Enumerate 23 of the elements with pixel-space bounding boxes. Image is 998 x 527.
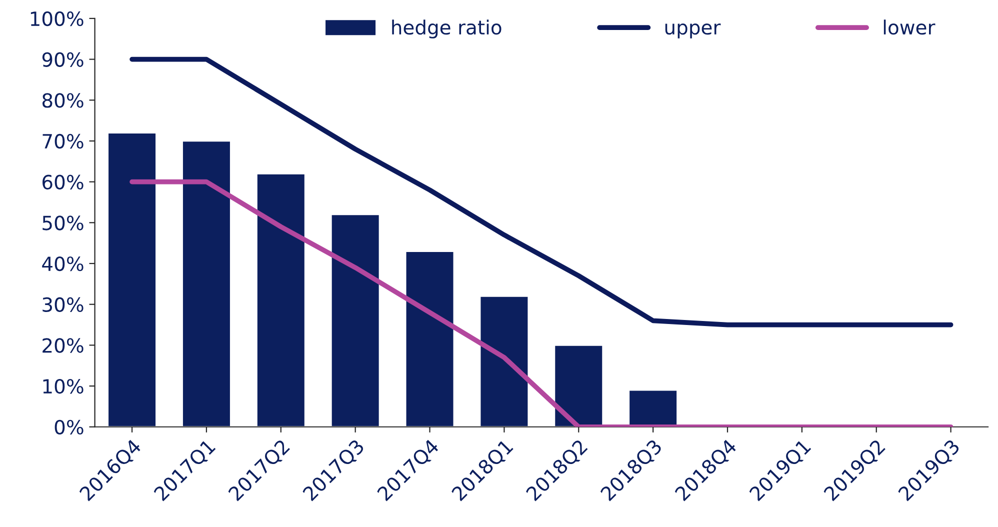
bar xyxy=(330,214,380,427)
bar xyxy=(256,172,306,427)
y-tick-label: 0% xyxy=(54,420,84,435)
y-tick-label: 20% xyxy=(42,338,84,353)
y-tick-label: 100% xyxy=(30,11,84,26)
y-tick-label: 30% xyxy=(42,297,84,312)
y-tick-label: 50% xyxy=(42,216,84,230)
bar xyxy=(107,132,157,427)
y-tick-label: 70% xyxy=(42,134,84,149)
line-series xyxy=(130,179,954,427)
legend-label: lower xyxy=(884,20,936,35)
legend-label: upper xyxy=(665,23,721,38)
y-tick-label: 80% xyxy=(42,93,84,108)
y-tick-label: 60% xyxy=(42,174,84,190)
y-tick-label: 90% xyxy=(42,52,84,67)
y-tick-label: 40% xyxy=(42,256,84,272)
bar xyxy=(404,250,455,427)
y-tick-label: 10% xyxy=(43,378,84,394)
line-series xyxy=(130,56,954,328)
bar xyxy=(182,140,232,427)
legend-label: hedge ratio xyxy=(392,20,502,38)
bar xyxy=(554,344,604,427)
bar xyxy=(479,295,530,427)
